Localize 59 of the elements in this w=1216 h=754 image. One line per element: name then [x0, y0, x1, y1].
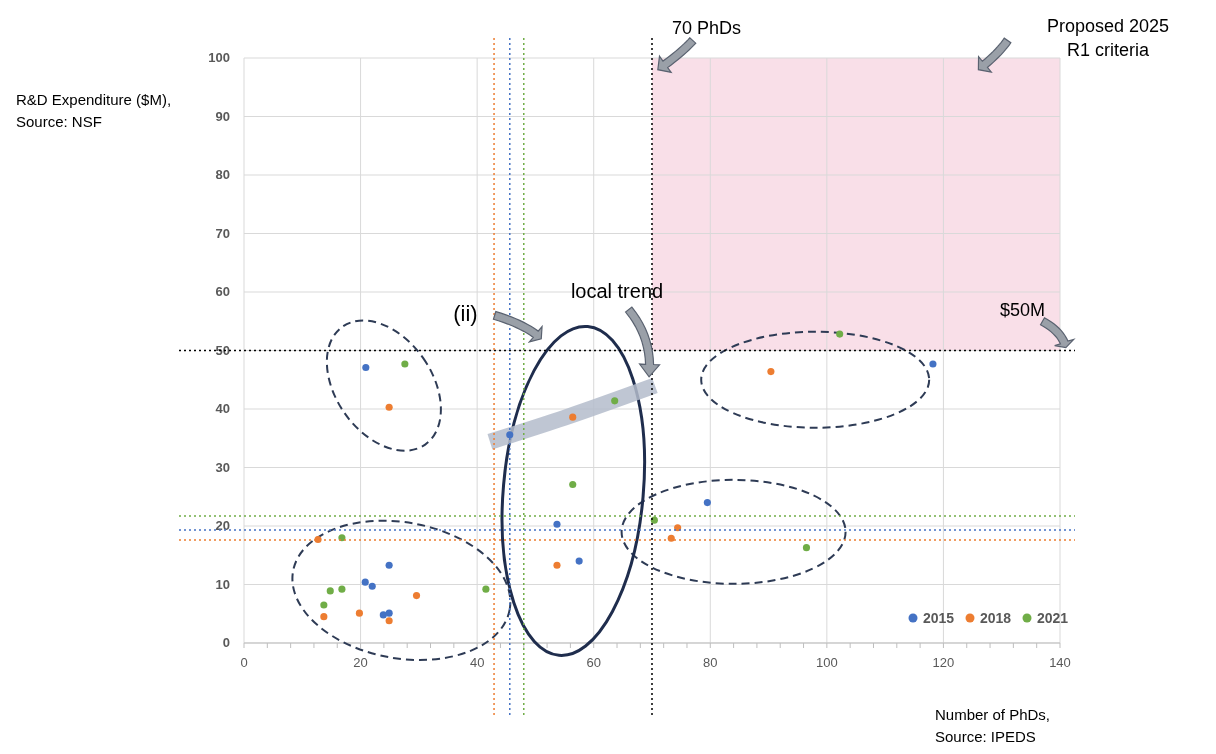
point	[320, 601, 328, 609]
legend-label: 2021	[1037, 610, 1069, 626]
legend-label: 2015	[923, 610, 955, 626]
y-tick-label: 40	[215, 401, 230, 416]
point	[355, 609, 363, 617]
y-tick-label: 90	[215, 108, 230, 124]
y-tick-label: 10	[215, 576, 230, 592]
x-tick-label: 40	[469, 655, 485, 670]
y-tick-label: 30	[215, 459, 230, 475]
x-tick-label: 0	[240, 655, 248, 670]
legend-label: 2018	[980, 610, 1012, 626]
point	[361, 578, 369, 586]
point	[802, 544, 811, 552]
x-tick-label: 20	[353, 655, 368, 670]
point	[482, 585, 490, 593]
y-tick-label: 20	[215, 518, 230, 533]
band-label: Proposed 2025 R1 criteria	[1046, 16, 1170, 60]
point	[401, 360, 409, 368]
point	[836, 330, 844, 338]
annotation: local trend	[570, 279, 664, 302]
point	[385, 617, 393, 625]
point	[385, 561, 393, 569]
point	[767, 368, 775, 376]
x-axis-title: Number of PhDs, Source: IPEDS	[935, 706, 1051, 745]
ref-line-label: 70 PhDs	[672, 18, 742, 38]
y-tick-label: 80	[215, 167, 230, 182]
y-tick-label: 50	[215, 342, 230, 358]
y-tick-label: 60	[215, 284, 230, 299]
x-tick-label: 120	[932, 655, 955, 670]
point	[553, 520, 561, 528]
point	[553, 561, 561, 569]
point	[569, 413, 577, 421]
point	[320, 613, 328, 621]
y-tick-label: 70	[215, 225, 230, 241]
point	[338, 585, 346, 593]
point	[703, 499, 711, 507]
ref-line-label: $50M	[1000, 299, 1046, 320]
point	[368, 582, 376, 590]
y-axis-title: R&D Expenditure ($M), Source: NSF	[16, 91, 172, 130]
point	[326, 587, 334, 595]
x-tick-label: 80	[703, 655, 718, 670]
point	[385, 403, 393, 411]
y-tick-label: 0	[222, 635, 230, 650]
y-tick-label: 100	[208, 50, 230, 65]
point	[667, 534, 675, 542]
point	[385, 609, 393, 617]
point	[674, 524, 682, 532]
x-tick-label: 140	[1049, 655, 1071, 670]
point	[362, 363, 370, 372]
point	[506, 431, 514, 439]
point	[611, 397, 619, 405]
x-tick-label: 100	[816, 655, 838, 670]
point	[575, 557, 583, 565]
point	[569, 480, 577, 489]
point	[379, 611, 387, 619]
point	[929, 360, 937, 368]
x-tick-label: 60	[586, 655, 601, 670]
annotation: (ii)	[453, 301, 478, 327]
point	[412, 592, 421, 600]
